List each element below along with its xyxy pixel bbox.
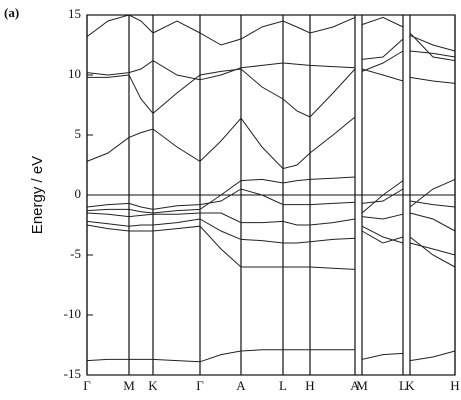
y-tick-label: -10 xyxy=(64,306,81,321)
band-line xyxy=(86,349,456,363)
band-line xyxy=(86,38,456,81)
band-line xyxy=(86,14,456,52)
x-tick-label: K xyxy=(148,378,158,393)
band-line xyxy=(86,68,456,170)
annotation: (a) xyxy=(4,5,19,20)
plot-frame xyxy=(86,14,456,376)
x-tick-label: Γ xyxy=(83,378,91,393)
band-line xyxy=(87,32,456,118)
x-tick-label: A xyxy=(236,378,246,393)
x-tick-label: H xyxy=(305,378,314,393)
y-tick-label: 10 xyxy=(68,66,81,81)
y-tick-label: -5 xyxy=(70,246,81,261)
x-tick-label: M xyxy=(123,378,135,393)
y-tick-label: 15 xyxy=(68,6,81,21)
x-tick-label: Γ xyxy=(196,378,204,393)
y-tick-label: 0 xyxy=(75,186,82,201)
band-line xyxy=(86,212,456,232)
x-tick-label: A xyxy=(350,378,360,393)
band-line xyxy=(86,176,456,214)
band-line xyxy=(86,188,456,210)
y-tick-label: 5 xyxy=(75,126,82,141)
band-line xyxy=(86,224,456,270)
band-line xyxy=(86,218,456,256)
x-tick-label: L xyxy=(399,378,407,393)
y-tick-label: -15 xyxy=(64,366,81,381)
x-tick-label: H xyxy=(450,378,459,393)
x-tick-label: M xyxy=(356,378,368,393)
y-axis-label: Energy / eV xyxy=(29,156,46,234)
x-tick-label: K xyxy=(405,378,415,393)
x-tick-label: L xyxy=(279,378,287,393)
